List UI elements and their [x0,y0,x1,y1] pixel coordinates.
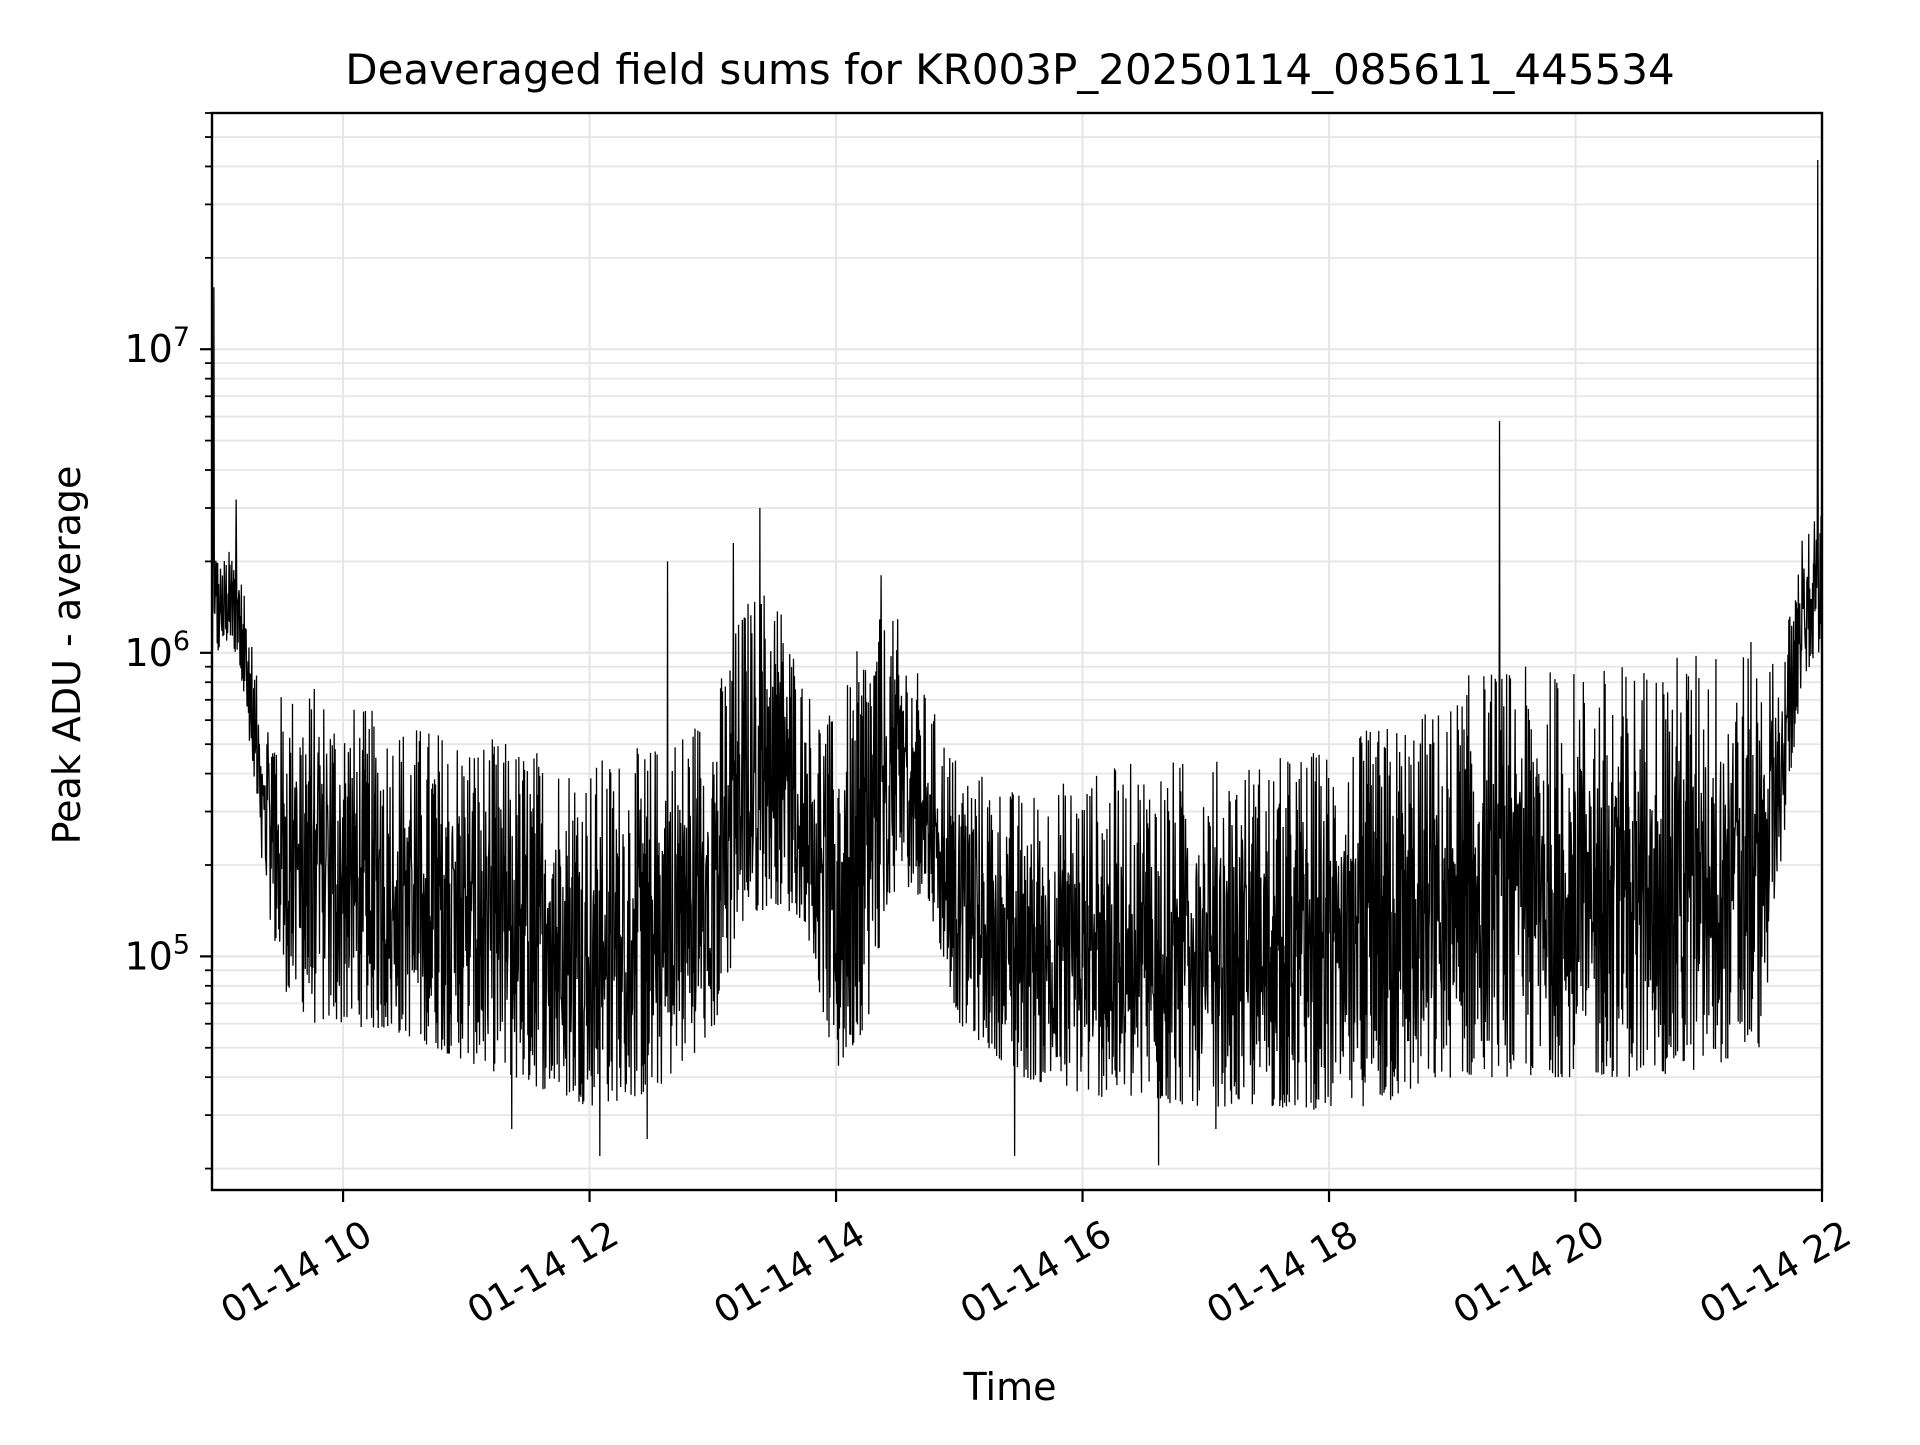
y-tick-label-base: 10 [124,934,172,978]
y-tick-label-base: 10 [124,327,172,371]
y-tick-label-exponent: 7 [173,322,190,353]
y-tick-label: 106 [124,626,190,675]
data-series [211,160,1823,1166]
y-tick-label: 107 [124,322,190,371]
chart-title: Deaveraged field sums for KR003P_2025011… [345,45,1675,94]
y-tick-label: 105 [124,929,190,978]
y-tick-label-exponent: 5 [173,929,190,960]
series-line [211,160,1823,1166]
x-axis-label: Time [963,1365,1057,1409]
y-tick-label-base: 10 [124,631,172,675]
y-tick-label-exponent: 6 [173,626,190,657]
plot-frame [210,111,1824,1192]
y-axis-label: Peak ADU - average [45,466,89,845]
